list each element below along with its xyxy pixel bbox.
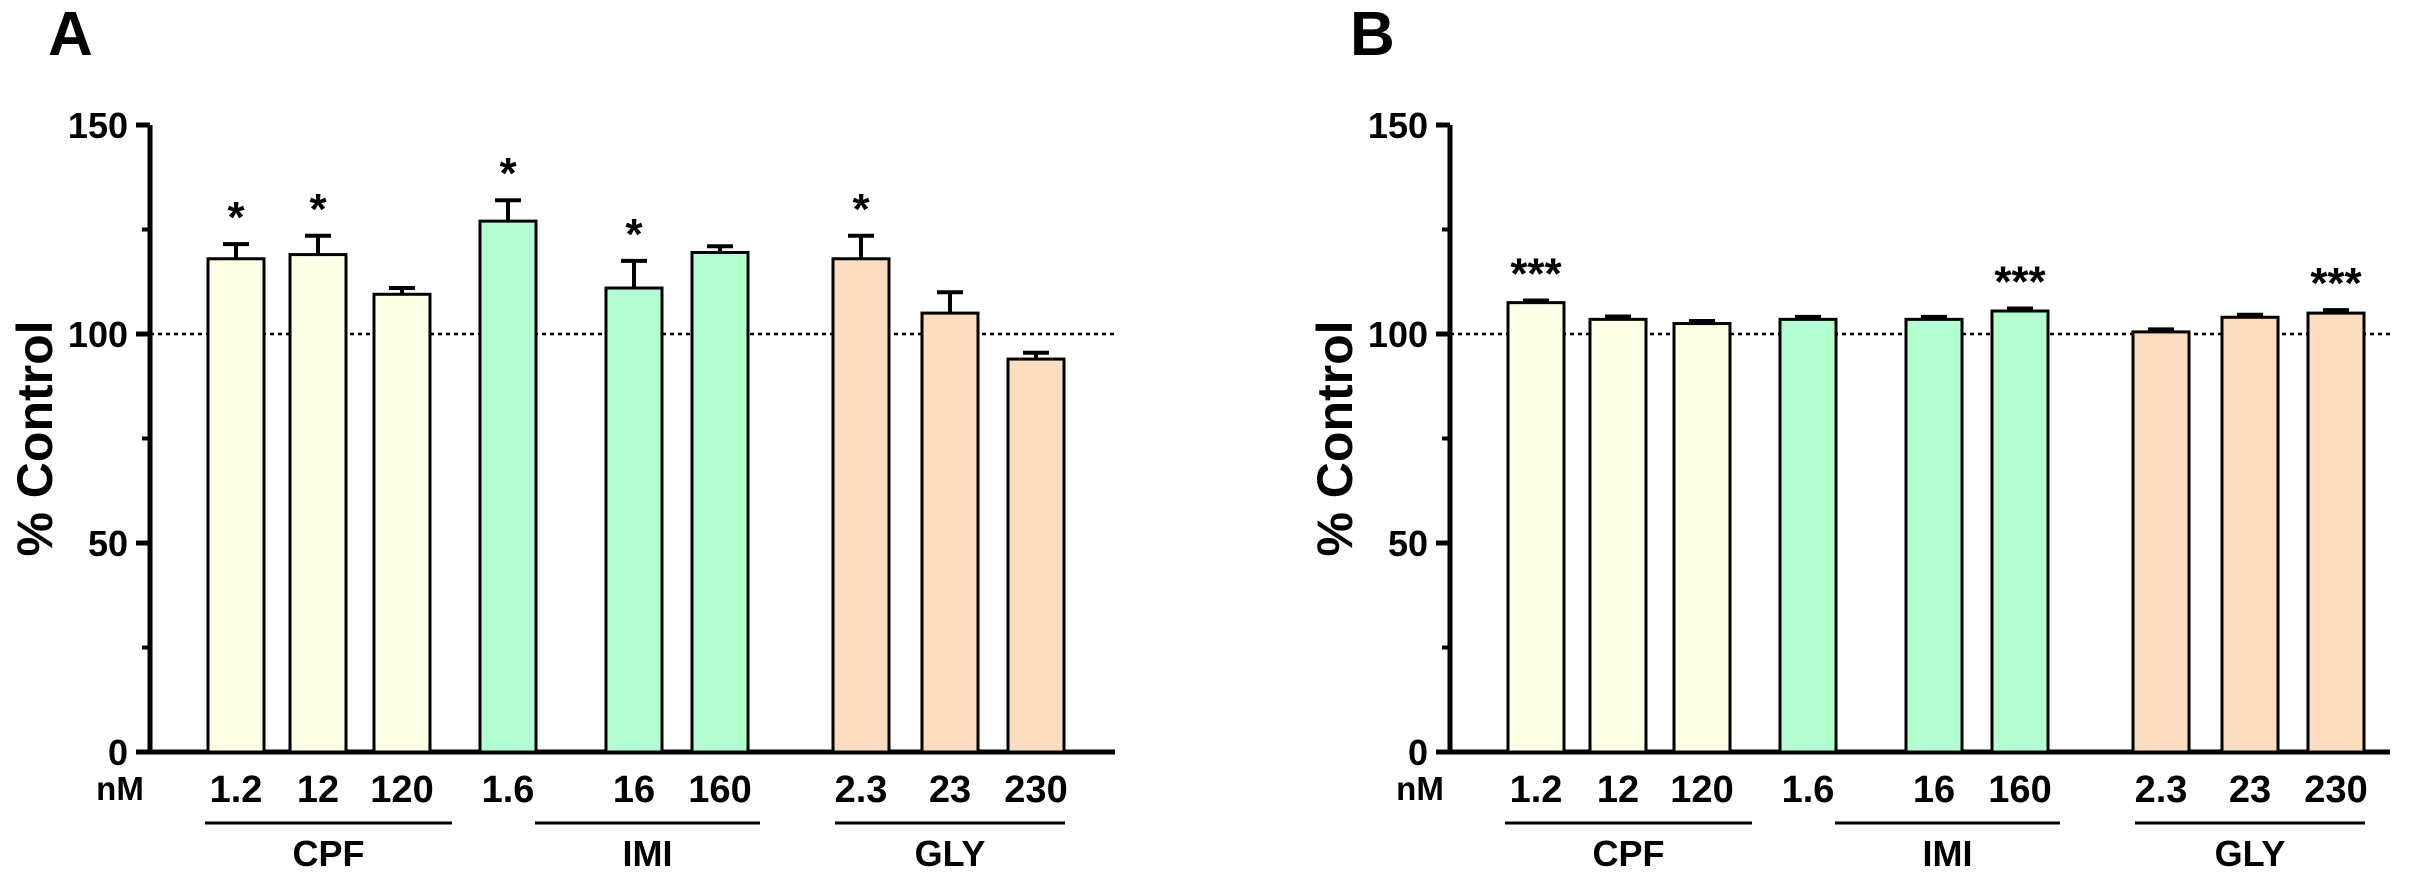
significance-marker: *** (1510, 250, 1562, 299)
unit-label: nM (96, 770, 144, 807)
group-label-gly: GLY (2215, 833, 2286, 874)
x-tick-label: 16 (1913, 769, 1955, 811)
x-tick-label: 2.3 (2135, 769, 2188, 811)
bar-12 (1588, 317, 1648, 754)
group-label-cpf: CPF (293, 833, 365, 874)
significance-marker: * (309, 185, 327, 234)
panel-a: A % Control 0 50 100 150 1.2 * 12 * 120 1.6 * 16 * 160 2… (7, 0, 1115, 874)
bar-160 (1990, 309, 2050, 754)
significance-marker: * (852, 185, 870, 234)
bar-23 (2220, 315, 2280, 754)
y-tick-label: 50 (1388, 523, 1428, 564)
x-tick-label: 1.2 (1510, 769, 1563, 811)
group-label-imi: IMI (623, 833, 673, 874)
panel-b: B % Control 0 50 100 150 1.2 *** 12 120 1.6 16 160 **… (1307, 0, 2390, 874)
bar-1.2 (206, 257, 266, 754)
panel-letter: B (1350, 0, 1395, 69)
x-tick-label: 230 (1004, 769, 1067, 811)
x-tick-label: 16 (613, 769, 655, 811)
significance-marker: *** (2310, 259, 2362, 308)
x-tick-label: 160 (1988, 769, 2051, 811)
y-tick-label: 150 (1368, 105, 1428, 146)
x-tick-label: 120 (370, 769, 433, 811)
y-axis-title: % Control (1307, 320, 1363, 556)
x-tick-label: 1.6 (482, 769, 535, 811)
x-tick-label: 23 (2229, 769, 2271, 811)
x-tick-label: 1.2 (210, 769, 263, 811)
group-label-cpf: CPF (1593, 833, 1665, 874)
bar-1.6 (1778, 317, 1838, 754)
significance-marker: * (499, 149, 517, 198)
x-tick-label: 23 (929, 769, 971, 811)
bar-230 (1006, 357, 1066, 754)
bar-12 (288, 253, 348, 754)
bar-1.6 (478, 219, 538, 754)
unit-label: nM (1396, 770, 1444, 807)
bar-16 (604, 286, 664, 754)
bar-23 (920, 311, 980, 754)
significance-marker: *** (1994, 258, 2046, 307)
group-label-gly: GLY (915, 833, 986, 874)
bar-120 (372, 292, 432, 754)
bar-16 (1904, 317, 1964, 754)
x-tick-label: 1.6 (1782, 769, 1835, 811)
y-tick-label: 50 (88, 523, 128, 564)
x-tick-label: 12 (297, 769, 339, 811)
x-tick-label: 2.3 (835, 769, 888, 811)
y-axis-title: % Control (7, 320, 63, 556)
x-tick-label: 230 (2304, 769, 2367, 811)
bar-2.3 (831, 257, 891, 754)
x-tick-label: 160 (688, 769, 751, 811)
y-tick-label: 100 (68, 314, 128, 355)
y-tick-label: 150 (68, 105, 128, 146)
bar-120 (1672, 322, 1732, 754)
y-tick-label: 0 (1408, 732, 1428, 773)
bar-230 (2306, 311, 2366, 754)
y-tick-label: 0 (108, 732, 128, 773)
group-label-imi: IMI (1923, 833, 1973, 874)
bar-1.2 (1506, 301, 1566, 754)
y-tick-label: 100 (1368, 314, 1428, 355)
bar-160 (690, 250, 750, 754)
x-tick-label: 120 (1670, 769, 1733, 811)
panel-letter: A (48, 0, 93, 69)
bar-2.3 (2131, 330, 2191, 754)
significance-marker: * (227, 193, 245, 242)
significance-marker: * (625, 210, 643, 259)
x-tick-label: 12 (1597, 769, 1639, 811)
